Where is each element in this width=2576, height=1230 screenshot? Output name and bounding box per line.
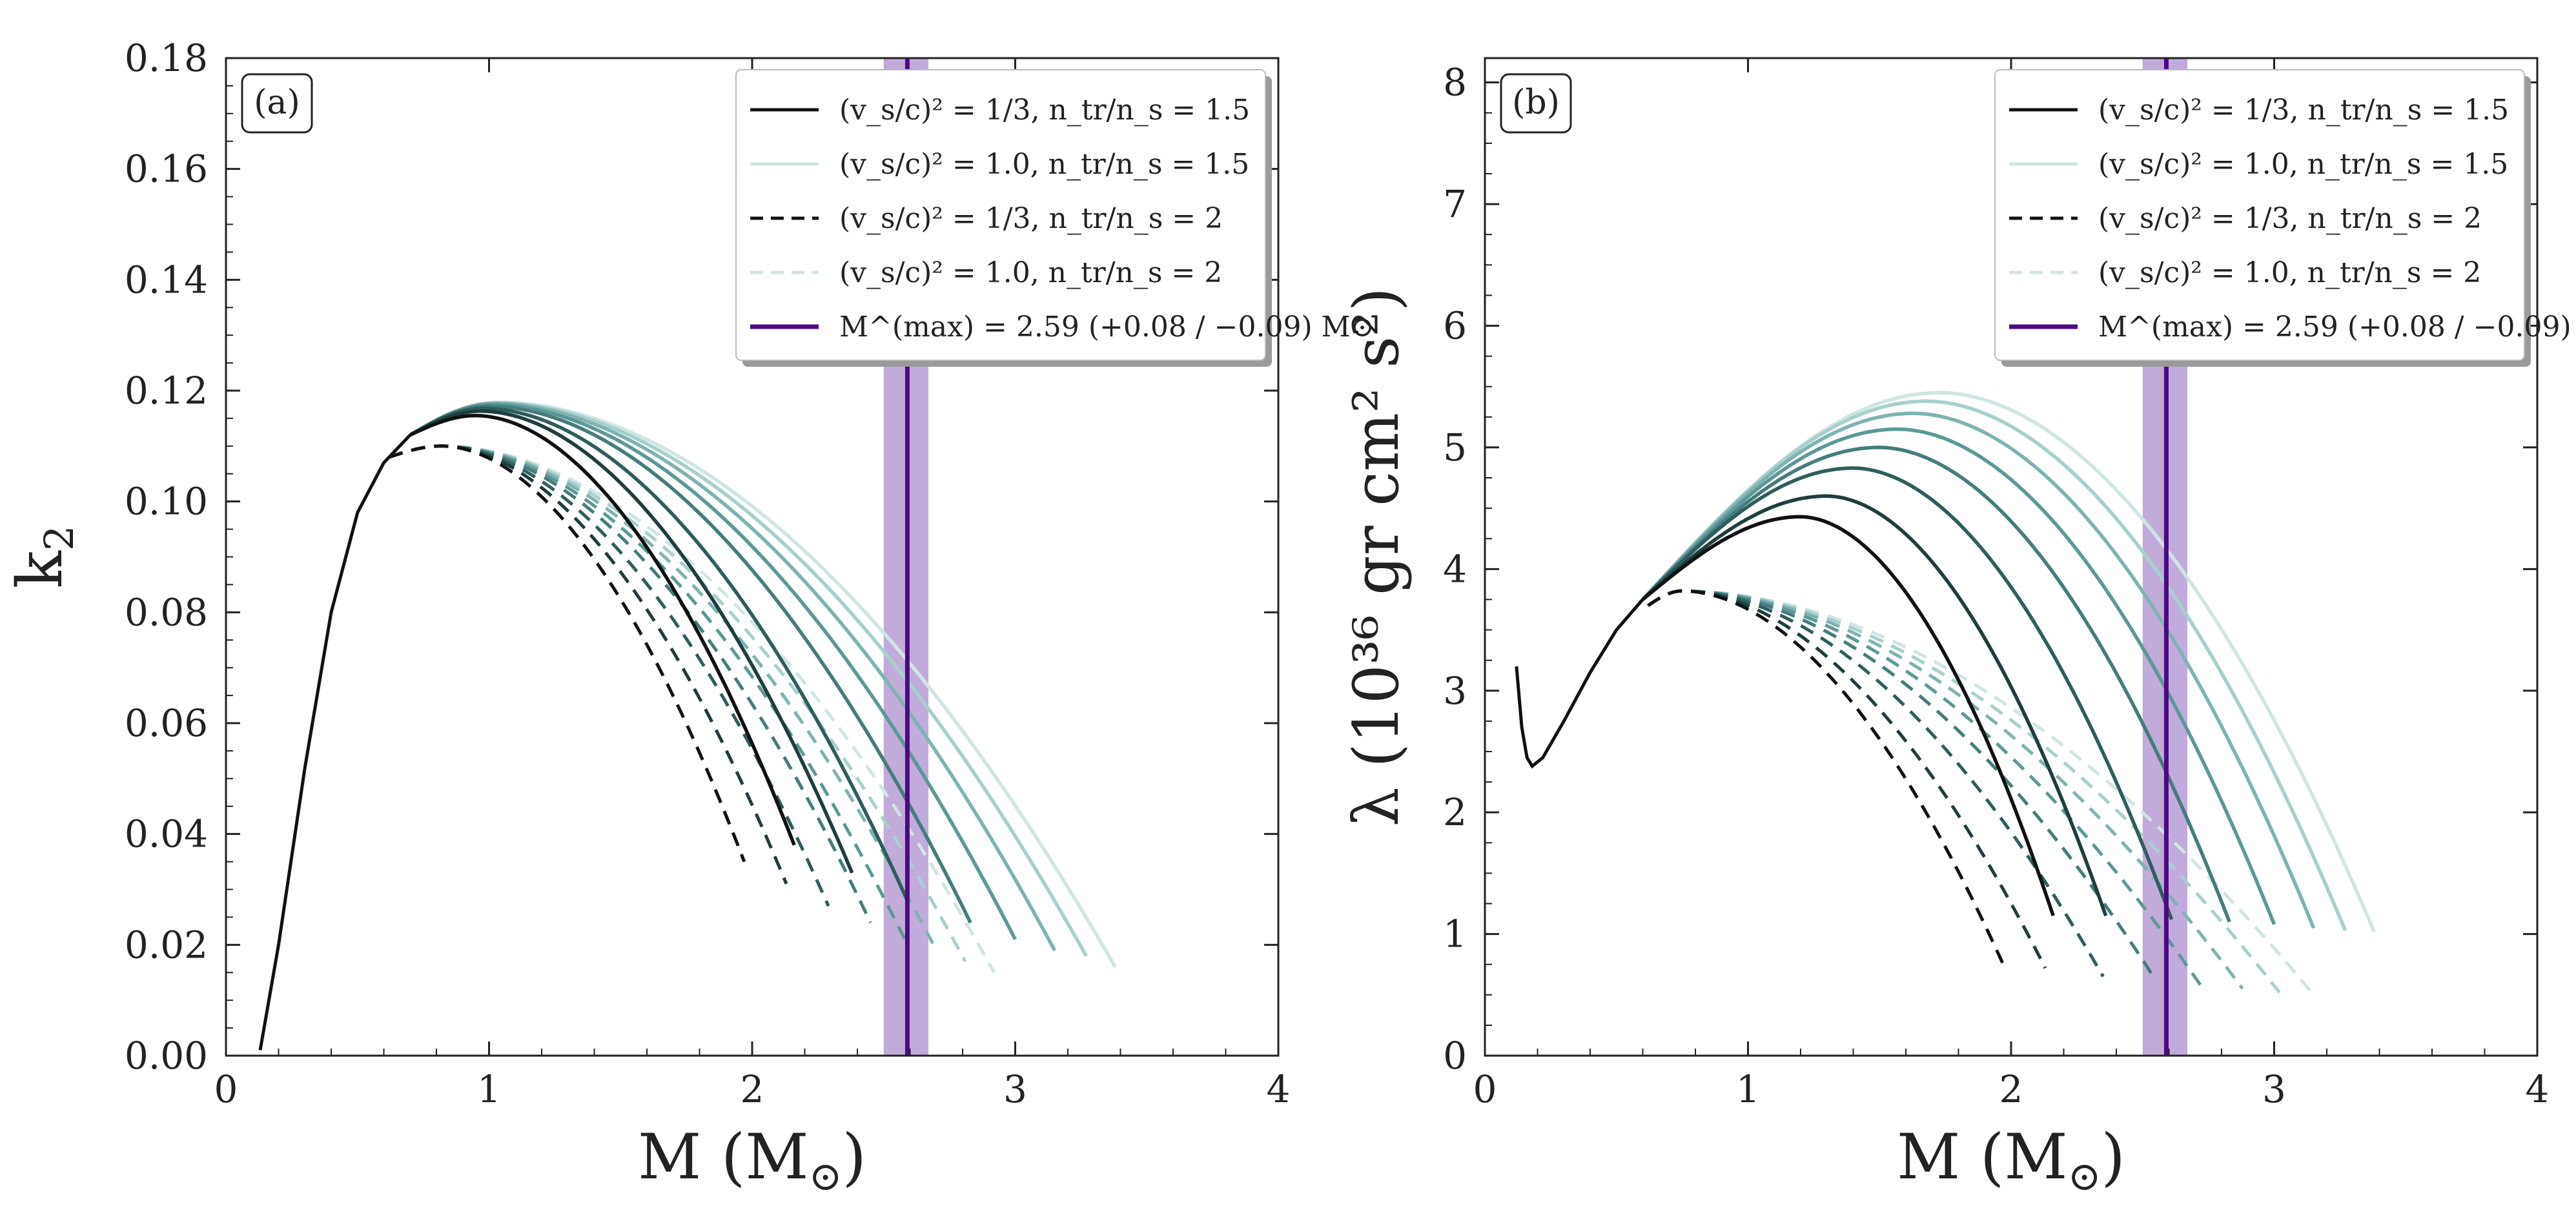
panel-label-box [1500, 73, 1572, 134]
y-tick-label: 7 [1443, 182, 1467, 226]
x-tick-label: 2 [741, 1067, 764, 1111]
series-solid-2 [1641, 494, 2108, 917]
series-dashed-6 [388, 444, 938, 952]
y-tick-label: 0.00 [125, 1034, 208, 1078]
base-curve [1515, 598, 1644, 769]
x-tick-label: 1 [1736, 1067, 1760, 1111]
panel-label-text: (b) [1512, 83, 1560, 122]
y-tick-label: 0.14 [125, 258, 208, 302]
series-dashed-1 [388, 444, 746, 863]
x-axis-title-sub: ⊙ [809, 1153, 843, 1200]
y-tick-label: 0 [1443, 1034, 1467, 1078]
x-axis-title-close: ) [843, 1121, 866, 1193]
series-solid-4 [1641, 446, 2231, 923]
legend-label-5: M^(max) = 2.59 (+0.08 / −0.09) M⊙ [839, 311, 1375, 343]
y-axis-title-sub: 2 [36, 526, 83, 551]
y-tick-label: 2 [1443, 790, 1467, 834]
series-solid-3 [1641, 466, 2174, 920]
series-solid-1 [409, 413, 796, 846]
series-solid-6 [409, 401, 1057, 952]
legend-label-4: (v_s/c)² = 1.0, n_tr/n_s = 2 [839, 256, 1222, 289]
y-axis-title: λ (10³⁶ gr cm² s²) [1340, 287, 1413, 826]
series-solid-8 [1641, 391, 2376, 932]
x-axis-title-main: M (M [1897, 1121, 2068, 1193]
series-dashed-3 [1647, 589, 2105, 978]
series-dashed-4 [388, 444, 872, 924]
panel-label: (a) [241, 73, 313, 134]
y-axis-title-main: λ (10³⁶ gr cm² s²) [1340, 287, 1413, 826]
y-tick-label: 0.08 [125, 590, 208, 634]
panel-b: 0 1 2 3 4 0 1 2 3 4 5 6 7 8 M (M⊙) λ (10³⁶ gr cm² s²) (b… [1340, 57, 2576, 1200]
series-solid-2 [409, 409, 854, 874]
y-tick-label: 5 [1443, 425, 1467, 469]
x-axis-title-close: ) [2101, 1121, 2125, 1193]
x-tick-label: 2 [1999, 1067, 2023, 1111]
y-tick-label: 0.16 [125, 147, 208, 191]
legend-label-5: M^(max) = 2.59 (+0.08 / −0.09) M⊙ [2098, 311, 2576, 343]
x-axis-title: M (M⊙) [638, 1121, 866, 1200]
panel-a: 0 1 2 3 4 0.00 0.02 0.04 0.06 0.08 0.10 0.12 0.14 0.1… [4, 36, 1375, 1200]
y-axis-title: k2 [4, 526, 83, 589]
x-tick-label: 0 [214, 1067, 238, 1111]
x-tick-label: 1 [477, 1067, 501, 1111]
x-axis-title-sub: ⊙ [2068, 1153, 2101, 1200]
x-axis-title-main: M (M [638, 1121, 809, 1193]
series-dashed-2 [1647, 589, 2047, 969]
legend-label-3: (v_s/c)² = 1/3, n_tr/n_s = 2 [2098, 202, 2482, 235]
x-tick-label: 3 [2262, 1067, 2286, 1111]
series-solid-7 [409, 401, 1088, 957]
series-solid-7 [1641, 399, 2347, 931]
legend-label-1: (v_s/c)² = 1/3, n_tr/n_s = 1.5 [2098, 94, 2509, 127]
panel-label-box [241, 73, 313, 134]
base-curve [258, 433, 412, 1051]
y-tick-label: 8 [1443, 61, 1467, 105]
y-tick-label: 1 [1443, 912, 1467, 956]
y-tick-label: 4 [1443, 547, 1467, 591]
series-dashed-8 [1647, 589, 2315, 996]
y-tick-label: 0.04 [125, 812, 208, 856]
y-tick-label: 0.02 [125, 923, 208, 967]
y-tick-label: 0.18 [125, 36, 208, 80]
x-tick-label: 3 [1003, 1067, 1027, 1111]
legend-label-4: (v_s/c)² = 1.0, n_tr/n_s = 2 [2098, 256, 2481, 289]
x-tick-label: 4 [2526, 1067, 2550, 1111]
y-axis-title-main: k [4, 550, 76, 588]
legend-box [1994, 69, 2525, 361]
x-tick-label: 4 [1267, 1067, 1291, 1111]
x-axis-title: M (M⊙) [1897, 1121, 2125, 1200]
y-tick-label: 0.12 [125, 369, 208, 413]
legend-label-2: (v_s/c)² = 1.0, n_tr/n_s = 1.5 [2098, 148, 2508, 181]
legend-box [735, 69, 1266, 361]
legend: (v_s/c)² = 1/3, n_tr/n_s = 1.5 (v_s/c)² =… [1994, 69, 2576, 367]
panel-label: (b) [1500, 73, 1572, 134]
y-tick-label: 0.10 [125, 480, 208, 524]
y-tick-label: 3 [1443, 669, 1467, 713]
legend-label-2: (v_s/c)² = 1.0, n_tr/n_s = 1.5 [839, 148, 1249, 181]
series-solid-5 [1641, 427, 2276, 925]
panel-label-text: (a) [254, 83, 300, 122]
legend: (v_s/c)² = 1/3, n_tr/n_s = 1.5 (v_s/c)² =… [735, 69, 1375, 367]
y-tick-label: 0.06 [125, 701, 208, 745]
series-solid-6 [1641, 411, 2316, 929]
x-tick-label: 0 [1473, 1067, 1497, 1111]
series-dashed-5 [388, 444, 906, 940]
series-solid-1 [1641, 515, 2055, 917]
legend-label-1: (v_s/c)² = 1/3, n_tr/n_s = 1.5 [839, 94, 1250, 127]
y-tick-label: 6 [1443, 304, 1467, 348]
legend-label-3: (v_s/c)² = 1/3, n_tr/n_s = 2 [839, 202, 1223, 235]
series-dashed-1 [1647, 589, 2005, 965]
